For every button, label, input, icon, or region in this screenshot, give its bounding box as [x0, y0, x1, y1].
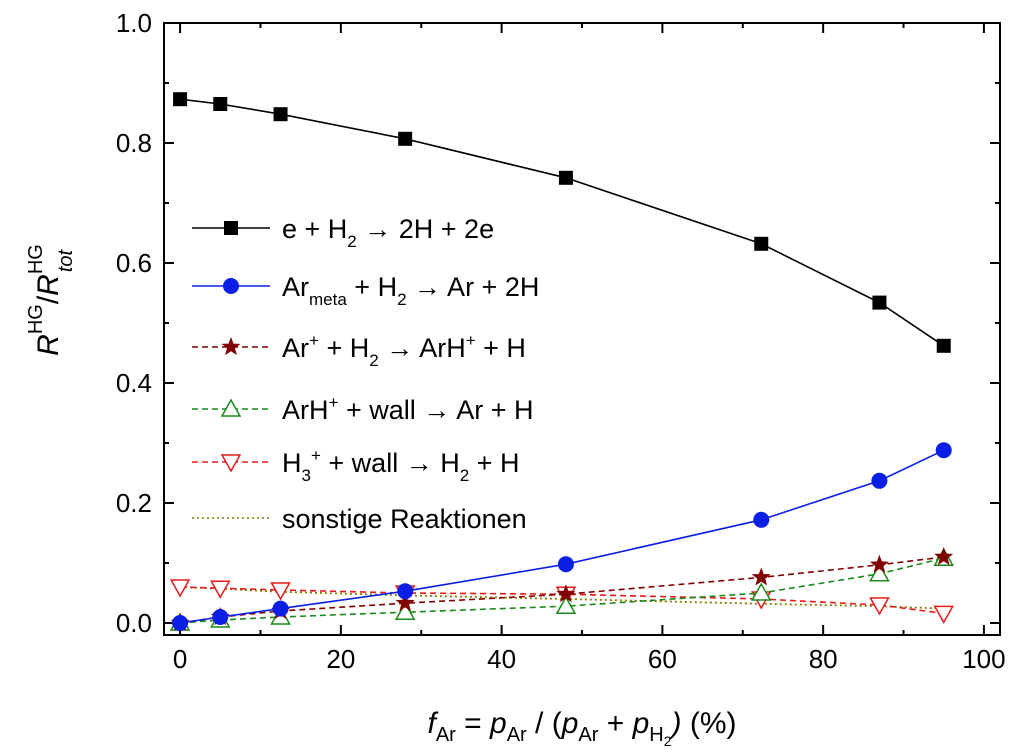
- legend-label-part: 2: [369, 351, 378, 370]
- legend-label-part: ArH: [282, 395, 329, 425]
- legend-item-e: e + H2 → 2H + 2e: [192, 214, 494, 251]
- legend-label-part: 2: [397, 290, 406, 309]
- data-point-armeta: [212, 609, 229, 625]
- legend-label-part: + wall → H: [321, 448, 460, 478]
- legend-marker-armeta: [223, 278, 239, 294]
- y-tick-label: 0.4: [116, 368, 152, 398]
- legend-label-part: + H: [469, 448, 519, 478]
- legend-label-part: Ar: [282, 333, 309, 363]
- x-tick-label: 80: [809, 644, 838, 674]
- legend-label-part: 2: [347, 232, 356, 251]
- data-point-armeta: [397, 583, 414, 600]
- data-point-e: [213, 97, 228, 111]
- y-tick-label: 0.0: [116, 608, 152, 638]
- data-point-armeta: [172, 615, 189, 631]
- x-tick-label: 40: [487, 644, 516, 674]
- series-h3: [169, 579, 955, 624]
- legend-label-part: + H: [347, 272, 397, 302]
- data-point-armeta: [935, 442, 952, 459]
- data-point-h3: [933, 605, 955, 624]
- legend-label-arh: ArH+ + wall → Ar + H: [282, 393, 534, 425]
- legend-item-sonst: sonstige Reaktionen: [192, 504, 527, 534]
- legend-item-arplus: Ar+ + H2 → ArH+ + H: [192, 331, 526, 370]
- data-point-arh: [750, 582, 772, 601]
- legend-item-arh: ArH+ + wall → Ar + H: [192, 393, 534, 425]
- data-point-arplus: [556, 584, 576, 603]
- legend-label-part: 3: [302, 466, 311, 485]
- axis-ticks: 0 20 40 60 80 100 0.0 0.2 0.4 0.6 0.8 1.0: [116, 8, 1006, 674]
- data-point-arplus: [751, 567, 771, 586]
- data-point-arh: [869, 563, 890, 582]
- legend-marker-h3: [220, 454, 242, 473]
- y-axis-title: RHG/RHG tot: [25, 244, 77, 356]
- legend-label-part: meta: [309, 290, 347, 309]
- y-tick-label: 0.2: [116, 488, 152, 518]
- data-point-armeta: [272, 600, 289, 617]
- y-tick-label: 0.6: [116, 248, 152, 278]
- y-tick-label: 0.8: [116, 128, 152, 158]
- series-layer: [169, 92, 955, 632]
- legend-label-part: → ArH: [379, 333, 466, 363]
- x-tick-label: 20: [326, 644, 355, 674]
- legend-label-sonst: sonstige Reaktionen: [282, 504, 527, 534]
- legend-label-h3: H3+ + wall → H2 + H: [282, 446, 519, 485]
- data-point-e: [872, 295, 887, 310]
- data-point-arh: [555, 595, 577, 614]
- data-point-arplus: [869, 554, 889, 573]
- legend-label-part: e + H: [282, 214, 347, 244]
- data-point-e: [398, 131, 413, 146]
- legend-label-armeta: Armeta + H2 → Ar + 2H: [282, 272, 539, 309]
- plot-frame: [163, 22, 1001, 636]
- series-line-h3: [180, 586, 944, 615]
- series-e: [173, 92, 951, 353]
- legend-label-part: Ar: [282, 272, 309, 302]
- data-point-h3: [869, 597, 890, 616]
- legend-label-part: 2: [460, 466, 469, 485]
- series-line-arh: [180, 557, 944, 624]
- legend-marker-e: [224, 221, 238, 235]
- x-tick-label: 60: [648, 644, 677, 674]
- x-axis-title: fAr = pAr / (pAr + pH2) (%): [427, 707, 736, 749]
- legend-label-e: e + H2 → 2H + 2e: [282, 214, 494, 251]
- series-armeta: [172, 442, 952, 631]
- data-point-e: [936, 338, 951, 353]
- data-point-h3: [270, 582, 291, 601]
- series-line-e: [180, 98, 945, 347]
- data-point-e: [173, 92, 188, 107]
- x-tick-label: 0: [173, 644, 187, 674]
- data-point-arplus: [395, 593, 415, 612]
- data-point-e: [273, 107, 288, 122]
- legend-label-part: +: [311, 446, 321, 465]
- data-point-h3: [169, 579, 191, 598]
- data-point-armeta: [557, 556, 574, 573]
- data-point-h3: [209, 580, 231, 599]
- legend-label-part: → Ar + 2H: [407, 272, 540, 302]
- data-point-armeta: [753, 511, 770, 528]
- legend-label-part: +: [466, 331, 476, 350]
- data-point-armeta: [871, 472, 888, 489]
- legend-label-part: + wall → Ar + H: [338, 395, 533, 425]
- legend-label-part: +: [329, 393, 339, 412]
- data-point-arh: [394, 601, 416, 620]
- legend-label-part: +: [309, 331, 319, 350]
- legend-label-part: + H: [476, 333, 526, 363]
- legend-marker-arh: [220, 398, 242, 417]
- legend-marker-arplus: [221, 337, 241, 356]
- legend-item-h3: H3+ + wall → H2 + H: [192, 446, 519, 485]
- legend-label-part: + H: [319, 333, 369, 363]
- data-point-e: [754, 236, 769, 251]
- y-tick-label: 1.0: [116, 8, 152, 38]
- series-line-armeta: [179, 449, 945, 624]
- data-point-e: [558, 170, 573, 185]
- legend-label-part: → 2H + 2e: [357, 214, 494, 244]
- legend-label-part: H: [282, 448, 302, 478]
- legend-item-armeta: Armeta + H2 → Ar + 2H: [192, 272, 539, 309]
- data-point-arplus: [934, 547, 954, 566]
- legend-label-arplus: Ar+ + H2 → ArH+ + H: [282, 331, 526, 370]
- x-tick-label: 100: [962, 644, 1005, 674]
- legend-label-part: sonstige Reaktionen: [282, 504, 527, 534]
